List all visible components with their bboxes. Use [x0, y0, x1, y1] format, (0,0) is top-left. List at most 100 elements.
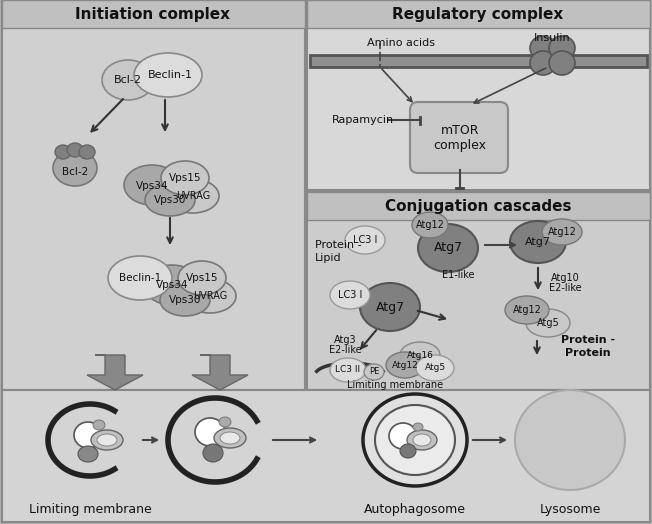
Text: Atg12: Atg12 [392, 361, 419, 369]
Ellipse shape [102, 60, 154, 100]
Ellipse shape [219, 417, 231, 427]
Text: Atg12: Atg12 [512, 305, 541, 315]
Text: Amino acids: Amino acids [367, 38, 435, 48]
Text: Initiation complex: Initiation complex [76, 6, 231, 21]
Bar [307, 0, 650, 190]
Text: Lipid: Lipid [315, 253, 342, 263]
Text: Atg12: Atg12 [548, 227, 576, 237]
Ellipse shape [161, 161, 209, 195]
Text: Regulatory complex: Regulatory complex [393, 6, 563, 21]
Text: Atg7: Atg7 [525, 237, 551, 247]
Text: UVRAG: UVRAG [176, 191, 210, 201]
Ellipse shape [53, 150, 97, 186]
Text: Protein -: Protein - [561, 335, 615, 345]
Ellipse shape [416, 355, 454, 381]
Ellipse shape [144, 265, 200, 305]
Ellipse shape [97, 434, 117, 446]
Polygon shape [192, 355, 248, 390]
Ellipse shape [510, 221, 566, 263]
Text: LC3 I: LC3 I [338, 290, 363, 300]
Ellipse shape [178, 261, 226, 295]
Text: Lysosome: Lysosome [539, 504, 600, 517]
Text: Vps34: Vps34 [156, 280, 188, 290]
Ellipse shape [55, 145, 71, 159]
Ellipse shape [214, 428, 246, 448]
Text: Atg10: Atg10 [551, 273, 580, 283]
Text: LC3 I: LC3 I [353, 235, 378, 245]
Text: Atg7: Atg7 [434, 242, 462, 255]
Ellipse shape [413, 423, 423, 431]
Ellipse shape [515, 390, 625, 490]
Ellipse shape [220, 432, 240, 444]
Text: Protein: Protein [565, 348, 611, 358]
Text: E2-like: E2-like [549, 283, 582, 293]
Text: Autophagosome: Autophagosome [364, 504, 466, 517]
Bar [307, 192, 650, 220]
Ellipse shape [67, 143, 83, 157]
Ellipse shape [526, 309, 570, 337]
Text: mTOR
complex: mTOR complex [434, 124, 486, 152]
Ellipse shape [364, 364, 384, 380]
Ellipse shape [195, 418, 225, 446]
Text: Vps15: Vps15 [169, 173, 201, 183]
Ellipse shape [345, 226, 385, 254]
Ellipse shape [363, 394, 467, 486]
Ellipse shape [203, 444, 223, 462]
Ellipse shape [418, 224, 478, 272]
Ellipse shape [530, 36, 556, 60]
Ellipse shape [400, 444, 416, 458]
Text: E2-like: E2-like [329, 345, 361, 355]
Text: Atg7: Atg7 [376, 300, 404, 313]
Bar [2, 0, 305, 390]
Text: E1-like: E1-like [442, 270, 474, 280]
Text: Insulin: Insulin [534, 33, 570, 43]
Ellipse shape [330, 281, 370, 309]
Text: Vps30: Vps30 [154, 195, 186, 205]
Ellipse shape [505, 296, 549, 324]
Ellipse shape [134, 53, 202, 97]
Text: Atg5: Atg5 [537, 318, 559, 328]
Text: Beclin-1: Beclin-1 [147, 70, 192, 80]
Ellipse shape [413, 434, 431, 446]
Ellipse shape [412, 212, 448, 238]
Text: Atg3: Atg3 [334, 335, 356, 345]
Text: Limiting membrane: Limiting membrane [29, 504, 151, 517]
Ellipse shape [124, 165, 180, 205]
Ellipse shape [389, 423, 417, 449]
Text: Vps30: Vps30 [169, 295, 201, 305]
Text: LC3 II: LC3 II [335, 366, 361, 375]
Text: Conjugation cascades: Conjugation cascades [385, 199, 571, 213]
Bar [307, 192, 650, 390]
Ellipse shape [184, 279, 236, 313]
Ellipse shape [330, 358, 366, 382]
Text: Vps34: Vps34 [136, 181, 168, 191]
Text: Vps15: Vps15 [186, 273, 218, 283]
Ellipse shape [93, 420, 105, 430]
Ellipse shape [360, 283, 420, 331]
Text: Limiting membrane: Limiting membrane [347, 380, 443, 390]
Ellipse shape [91, 430, 123, 450]
Ellipse shape [549, 36, 575, 60]
Bar [2, 0, 305, 28]
Ellipse shape [549, 51, 575, 75]
Ellipse shape [160, 284, 210, 316]
Ellipse shape [74, 422, 102, 448]
Bar [2, 390, 650, 522]
Ellipse shape [530, 51, 556, 75]
Ellipse shape [407, 430, 437, 450]
Ellipse shape [542, 219, 582, 245]
Text: Atg16: Atg16 [407, 351, 434, 359]
Text: Atg12: Atg12 [415, 220, 445, 230]
Ellipse shape [386, 352, 424, 378]
Text: Atg5: Atg5 [424, 364, 445, 373]
FancyBboxPatch shape [410, 102, 508, 173]
Ellipse shape [400, 342, 440, 368]
Bar [307, 0, 650, 28]
Text: PE: PE [369, 367, 379, 377]
Text: Bcl-2: Bcl-2 [62, 167, 88, 177]
Ellipse shape [78, 446, 98, 462]
Text: Rapamycin: Rapamycin [332, 115, 394, 125]
Ellipse shape [375, 405, 455, 475]
Ellipse shape [79, 145, 95, 159]
Text: Beclin-1: Beclin-1 [119, 273, 161, 283]
